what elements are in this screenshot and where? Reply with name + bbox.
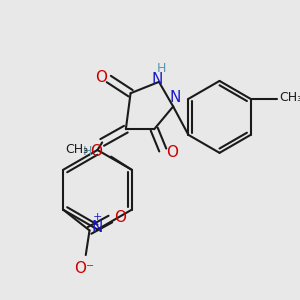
Text: H: H: [82, 146, 92, 158]
Text: CH₃: CH₃: [279, 91, 300, 103]
Text: CH₃: CH₃: [65, 142, 88, 156]
Text: O: O: [114, 210, 126, 225]
Text: N: N: [169, 89, 181, 104]
Text: O: O: [90, 144, 102, 159]
Text: H: H: [157, 62, 167, 75]
Text: O⁻: O⁻: [74, 261, 94, 276]
Text: O: O: [166, 145, 178, 160]
Text: N: N: [152, 71, 163, 86]
Text: N: N: [92, 220, 103, 235]
Text: O: O: [95, 70, 107, 85]
Text: +: +: [92, 212, 102, 222]
